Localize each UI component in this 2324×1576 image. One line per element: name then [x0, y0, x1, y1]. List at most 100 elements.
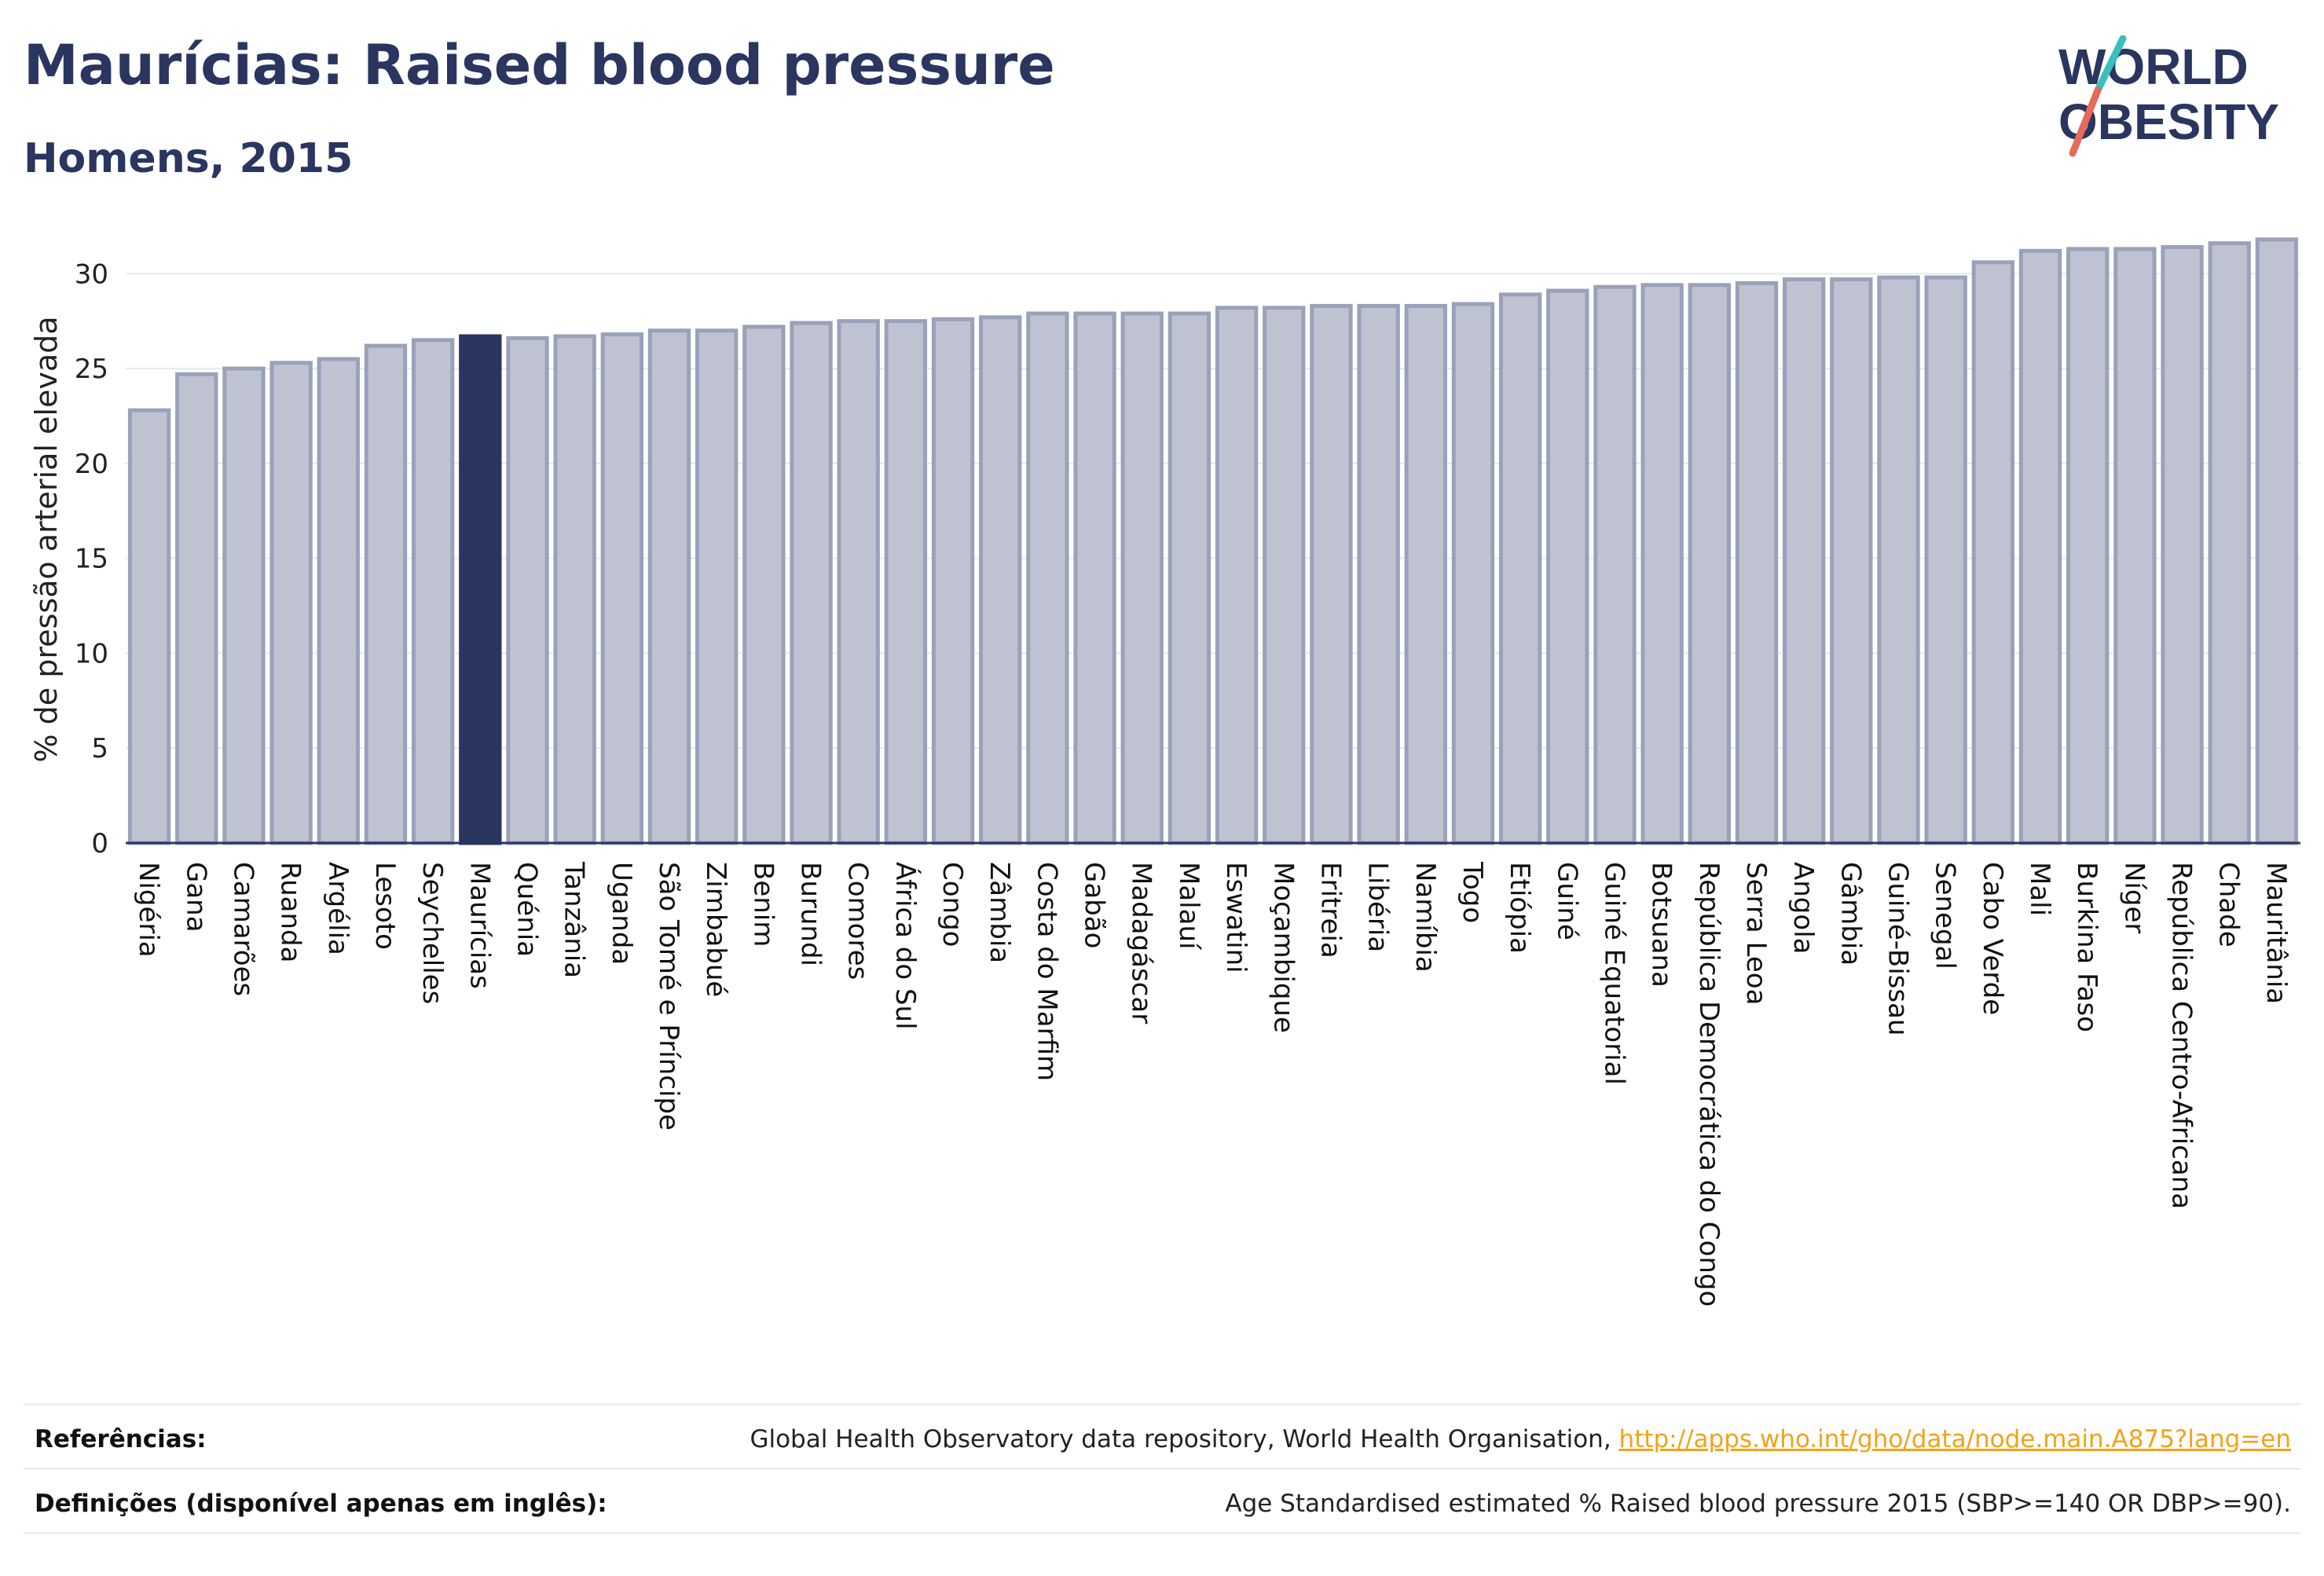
x-tick-label: Guiné Equatorial — [1598, 862, 1629, 1085]
bar-serra-leoa[interactable] — [1735, 280, 1779, 845]
bar-ruanda[interactable] — [269, 361, 313, 845]
y-tick-label: 15 — [75, 544, 108, 575]
bar-burkina-faso[interactable] — [2066, 247, 2110, 845]
x-tick-label: Nigéria — [133, 862, 164, 958]
y-axis-title: % de pressão arterial elevada — [29, 316, 64, 762]
bar-nam-bia[interactable] — [1404, 303, 1447, 845]
x-tick-label: Botsuana — [1646, 862, 1677, 988]
bar--frica-do-sul[interactable] — [884, 319, 928, 845]
x-tick-label: Uganda — [606, 862, 637, 965]
x-tick-label: Namíbia — [1409, 862, 1441, 973]
bar-senegal[interactable] — [1924, 275, 1967, 845]
x-tick-label: Costa do Marfim — [1031, 862, 1062, 1081]
bar-malau-[interactable] — [1167, 311, 1211, 845]
x-tick-label: Etiópia — [1504, 862, 1535, 954]
x-tick-label: Congo — [937, 862, 968, 947]
logo-teal-slash — [2094, 35, 2127, 94]
bar-eritreia[interactable] — [1310, 303, 1353, 845]
bar-congo[interactable] — [931, 317, 975, 845]
bar-mo-ambique[interactable] — [1263, 306, 1306, 845]
bar-botsuana[interactable] — [1640, 283, 1684, 845]
bar-maurit-nia[interactable] — [2255, 237, 2299, 845]
x-tick-label: Serra Leoa — [1740, 862, 1772, 1005]
logo-red-slash — [2069, 86, 2102, 157]
x-tick-label: Burkina Faso — [2071, 862, 2102, 1032]
bar-guin-equatorial[interactable] — [1593, 284, 1637, 845]
x-tick-label: Ruanda — [275, 862, 306, 962]
bar-guin-[interactable] — [1546, 288, 1589, 845]
definitions-label: Definições (disponível apenas em inglês)… — [35, 1490, 607, 1518]
bar-lesoto[interactable] — [364, 343, 408, 845]
bar-gana[interactable] — [175, 372, 218, 845]
y-tick-label: 20 — [75, 449, 108, 480]
bar-gab-o[interactable] — [1073, 311, 1116, 845]
x-tick-label: Tanzânia — [559, 861, 590, 978]
x-tick-label: Comores — [842, 862, 874, 980]
bar-g-mbia[interactable] — [1830, 277, 1873, 845]
bar-n-ger[interactable] — [2113, 247, 2157, 845]
bar-s-o-tom-e-pr-ncipe[interactable] — [647, 328, 691, 845]
x-tick-label: Moçambique — [1267, 862, 1299, 1033]
x-tick-label: Eswatini — [1220, 862, 1252, 973]
x-tick-label: Níger — [2118, 862, 2150, 933]
y-tick-label: 0 — [91, 828, 108, 859]
bar-chart: 0 5 10 15 20 25 30 % de pressão arterial elevad… — [29, 237, 2300, 1307]
bar-chade[interactable] — [2208, 241, 2251, 845]
y-tick-label: 10 — [75, 638, 108, 669]
bar-seychelles[interactable] — [411, 338, 455, 845]
x-tick-label: África do Sul — [889, 862, 922, 1030]
bar-uganda[interactable] — [600, 332, 643, 845]
x-tick-label: Zimbabué — [700, 862, 731, 997]
x-tick-label: Gâmbia — [1835, 862, 1866, 966]
x-tick-label: Burundi — [795, 862, 827, 966]
x-tick-label: Argélia — [322, 862, 354, 955]
x-tick-label: Guiné — [1551, 862, 1582, 940]
x-tick-label: República Democrática do Congo — [1693, 862, 1725, 1307]
x-tick-label: Malauí — [1173, 862, 1204, 951]
x-tick-label: Camarões — [227, 862, 258, 996]
bar-angola[interactable] — [1783, 277, 1826, 845]
bar-nig-ria[interactable] — [127, 408, 171, 845]
bar-mali[interactable] — [2018, 248, 2062, 845]
bar-madag-scar[interactable] — [1120, 311, 1164, 845]
world-obesity-logo: WORLD OBESITY — [2058, 35, 2279, 157]
bar-togo[interactable] — [1451, 302, 1495, 845]
bar-eswatini[interactable] — [1215, 306, 1259, 845]
bar-rep-blica-democr-tica-do-congo[interactable] — [1688, 283, 1731, 845]
references-link[interactable]: http://apps.who.int/gho/data/node.main.A… — [1618, 1425, 2291, 1453]
bar-rep-blica-centro-africana[interactable] — [2161, 244, 2204, 845]
references-label: Referências: — [35, 1425, 207, 1453]
x-tick-label: Mali — [2024, 862, 2055, 916]
footer-divider-bottom — [24, 1532, 2300, 1534]
x-tick-label: Quénia — [511, 862, 542, 957]
bar-zimbabu-[interactable] — [695, 328, 739, 845]
x-tick-label: Zâmbia — [984, 862, 1015, 963]
x-tick-label: Gana — [180, 862, 211, 933]
footer-divider-top — [24, 1403, 2300, 1406]
y-tick-label: 25 — [75, 354, 108, 385]
page-subtitle: Homens, 2015 — [24, 135, 354, 182]
footer-divider-middle — [24, 1468, 2300, 1470]
bar-lib-ria[interactable] — [1357, 303, 1400, 845]
references-value: Global Health Observatory data repositor… — [750, 1425, 2291, 1453]
x-tick-label: Maurícias — [464, 862, 495, 989]
x-tick-label: Lesoto — [369, 862, 401, 950]
bar-arg-lia[interactable] — [317, 357, 360, 845]
bar-comores[interactable] — [837, 319, 880, 845]
bar-costa-do-marfim[interactable] — [1026, 311, 1069, 845]
y-tick-label: 30 — [75, 258, 108, 290]
bar-burundi[interactable] — [790, 321, 833, 845]
x-tick-label: Guiné-Bissau — [1882, 862, 1914, 1035]
definitions-value: Age Standardised estimated % Raised bloo… — [1225, 1490, 2291, 1518]
x-tick-label: Benim — [747, 862, 779, 947]
bar-z-mbia[interactable] — [979, 315, 1022, 845]
bar-guin-bissau[interactable] — [1877, 275, 1920, 845]
bar-eti-pia[interactable] — [1498, 292, 1542, 845]
bar-cabo-verde[interactable] — [1971, 260, 2015, 845]
bar-maur-cias[interactable] — [459, 334, 502, 845]
bar-tanz-nia[interactable] — [553, 334, 596, 845]
bar-benim[interactable] — [742, 324, 786, 845]
x-tick-label: Seychelles — [416, 862, 448, 1004]
bar-camar-es[interactable] — [222, 366, 266, 845]
bar-qu-nia[interactable] — [506, 335, 549, 845]
